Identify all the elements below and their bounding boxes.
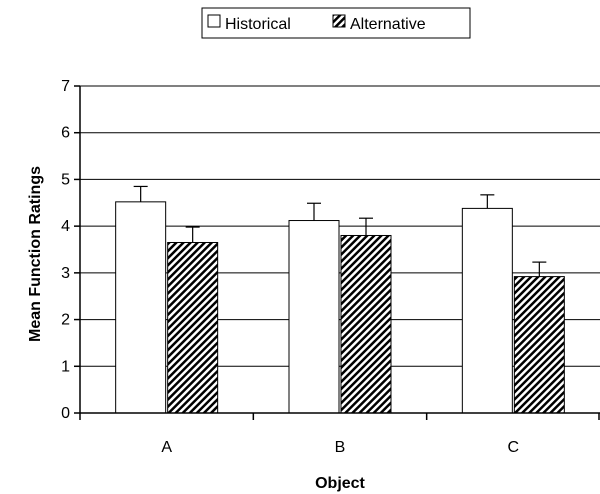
y-tick-label-5: 5 xyxy=(61,171,70,188)
tick-labels: 0 1 2 3 4 5 6 7 A B C xyxy=(61,78,519,456)
error-bars xyxy=(133,185,547,277)
bar-alternative-C xyxy=(513,276,565,414)
y-tick-label-4: 4 xyxy=(61,218,70,235)
bar-historical-C xyxy=(461,207,513,414)
legend-swatch-historical xyxy=(207,14,221,28)
axes xyxy=(74,85,600,420)
x-axis-title: Object xyxy=(315,475,365,492)
y-tick-label-0: 0 xyxy=(61,405,70,422)
y-tick-label-6: 6 xyxy=(61,125,70,142)
bar-historical-A xyxy=(115,201,167,414)
y-tick-label-2: 2 xyxy=(61,312,70,329)
legend-swatch-alternative xyxy=(332,14,346,28)
y-tick-label-7: 7 xyxy=(61,78,70,95)
y-tick-label-1: 1 xyxy=(61,358,70,375)
bar-alternative-A xyxy=(167,241,219,414)
bar-alternative-B xyxy=(340,234,392,414)
x-tick-label-A: A xyxy=(161,439,172,456)
legend-label-historical: Historical xyxy=(225,16,291,33)
x-tick-label-C: C xyxy=(508,439,520,456)
legend: Historical Alternative xyxy=(201,7,471,39)
y-axis-title: Mean Function Ratings xyxy=(27,166,44,342)
gridlines xyxy=(80,85,600,367)
legend-label-alternative: Alternative xyxy=(350,16,426,33)
y-tick-label-3: 3 xyxy=(61,265,70,282)
x-tick-label-B: B xyxy=(335,439,346,456)
bars xyxy=(115,201,565,414)
bar-historical-B xyxy=(288,220,340,414)
